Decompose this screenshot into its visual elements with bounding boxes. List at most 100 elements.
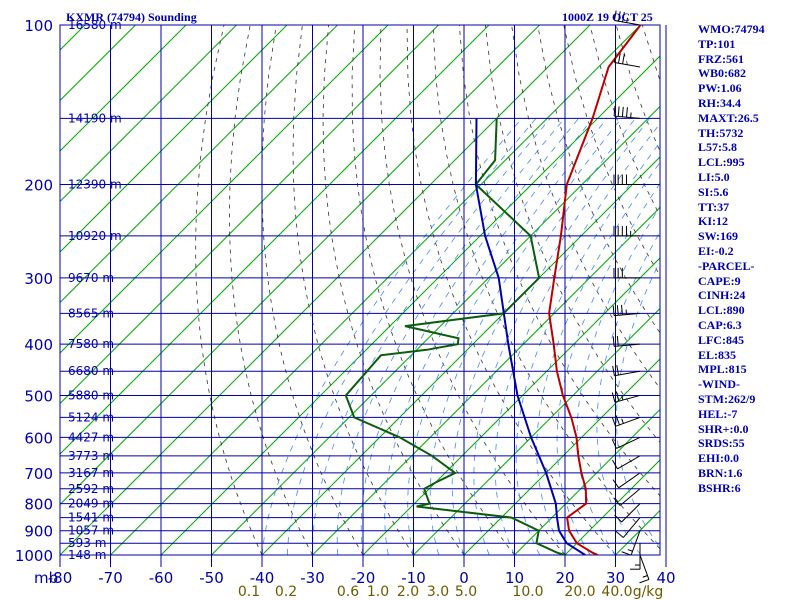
dry-adiabat: [195, 25, 263, 555]
stat-line: SRDS:55: [698, 436, 745, 451]
pressure-tick-label: 700: [24, 465, 53, 483]
height-label: 2592 m: [68, 482, 114, 496]
pressure-grid: [59, 24, 667, 567]
moist-adiabat: [576, 205, 660, 555]
stat-line: SW:169: [698, 229, 739, 244]
stat-line: LFC:845: [698, 332, 744, 347]
stat-line: RH:34.4: [698, 95, 741, 110]
wind-barb-flag: [611, 416, 617, 427]
temperature-tick-label: -40: [250, 569, 275, 587]
height-label: 1057 m: [68, 524, 114, 538]
wind-barb: [612, 455, 641, 470]
wind-barb-staff: [616, 436, 641, 449]
dry-adiabat: [351, 25, 515, 555]
stat-line: SI:5.6: [698, 184, 729, 199]
stat-line: KI:12: [698, 214, 728, 229]
dry-adiabat: [379, 25, 566, 555]
stat-line: WMO:74794: [698, 22, 765, 36]
stat-line: STM:262/9: [698, 391, 756, 406]
wind-barb-flag: [621, 304, 623, 315]
mixing-ratio-tick-label: 0.1: [238, 584, 260, 600]
temperature-tick-label: 10: [505, 569, 524, 587]
isotherm-line: [312, 206, 660, 555]
wind-barb: [613, 106, 641, 119]
mixing-ratio-tick-label: 0.6: [337, 584, 359, 600]
isotherm-line: [60, 25, 540, 506]
pressure-tick-label: 800: [24, 496, 53, 514]
stat-line: TT:37: [698, 199, 730, 214]
wind-barb-staff: [614, 370, 641, 377]
pressure-tick-label: 200: [24, 177, 53, 195]
wind-barb: [613, 174, 640, 186]
wind-barb: [612, 335, 641, 347]
isotherm-line: [514, 408, 660, 555]
stat-line: LI:5.0: [698, 169, 730, 184]
stat-line: CAPE:9: [698, 273, 741, 288]
height-label: 16580 m: [68, 18, 122, 32]
pressure-tick-label: 1000: [15, 547, 53, 565]
stat-line: CINH:24: [698, 288, 746, 303]
height-label: 4427 m: [68, 430, 114, 444]
moist-adiabat: [556, 182, 660, 555]
isotherm-line: [564, 459, 660, 555]
stat-line: LCL:995: [698, 155, 745, 170]
temperature-tick-label: -30: [300, 569, 325, 587]
moist-adiabat: [407, 118, 608, 555]
stat-line: -PARCEL-: [698, 258, 755, 273]
wind-barb-flag: [616, 335, 619, 347]
wind-barb: [611, 415, 641, 427]
wind-barb-flag: [621, 551, 632, 556]
height-label: 148 m: [68, 548, 106, 562]
isotherm-line: [463, 358, 660, 555]
plot-frame: [59, 24, 661, 556]
wind-barb-flag: [612, 365, 615, 376]
isotherm-line: [413, 307, 660, 555]
temperature-tick-label: -10: [401, 569, 426, 587]
wind-barb: [621, 530, 641, 556]
wind-barb-flag: [615, 415, 620, 426]
sounding-trace-0: [548, 25, 642, 555]
moist-adiabat: [384, 118, 594, 555]
wind-barb: [614, 503, 641, 523]
chart-datetime: 1000Z 19 OCT 25: [562, 10, 653, 24]
dry-adiabat: [292, 25, 414, 555]
isotherm-line: [60, 25, 389, 354]
isotherm-line: [160, 55, 660, 555]
stat-line: -WIND-: [698, 377, 740, 392]
moist-adiabat: [515, 141, 660, 555]
height-label: 7580 m: [68, 337, 114, 351]
sounding-traces: [344, 25, 642, 555]
stat-line: SHR+:0.0: [698, 421, 749, 436]
temperature-tick-label: -80: [48, 569, 73, 587]
temperature-tick-label: -50: [199, 569, 224, 587]
height-label: 6680 m: [68, 364, 114, 378]
pressure-tick-label: 500: [24, 387, 53, 405]
wind-barb-flag: [639, 578, 650, 584]
moist-adiabat: [494, 122, 660, 555]
moist-adiabat: [451, 118, 636, 555]
wind-barb-flag: [626, 107, 628, 118]
isotherm-line: [60, 25, 439, 405]
wind-barb-half: [621, 418, 624, 424]
height-label: 3167 m: [68, 466, 114, 480]
wind-barb-staff: [617, 455, 641, 470]
height-label: 5880 m: [68, 388, 114, 402]
moist-adiabat: [616, 260, 660, 548]
temperature-tick-label: -20: [351, 569, 376, 587]
wind-barb: [612, 365, 641, 377]
wind-barb: [630, 543, 641, 570]
pressure-tick-label: 900: [24, 523, 53, 541]
stat-line: HEL:-7: [698, 406, 738, 421]
height-label: 12390 m: [68, 178, 122, 192]
wind-barb-staff: [622, 517, 641, 538]
wind-barb-flag: [616, 305, 619, 316]
chart-title: KXMR (74794) Sounding: [66, 10, 197, 24]
wind-barb-flag: [615, 530, 624, 538]
wind-barb-half: [626, 17, 629, 23]
mixing-ratio-tick-label: 10.0: [512, 584, 543, 600]
wind-barb-staff: [615, 416, 641, 427]
wind-barb-flag: [613, 497, 621, 506]
stat-line: MAXT:26.5: [698, 110, 759, 125]
wind-barb-flag: [614, 514, 622, 523]
